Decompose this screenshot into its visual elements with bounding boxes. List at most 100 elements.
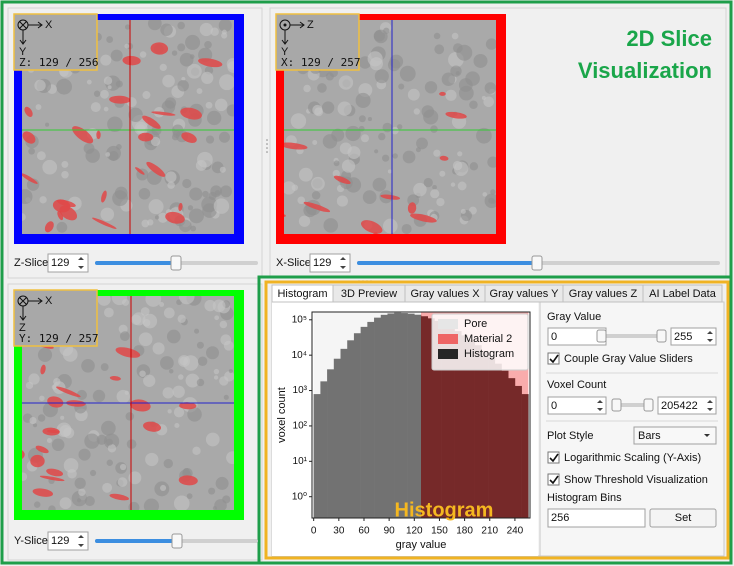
texture — [482, 192, 488, 197]
texture — [333, 160, 340, 167]
histogram-bar — [508, 378, 516, 518]
slider-handle[interactable] — [596, 329, 607, 343]
texture — [214, 315, 220, 321]
texture — [106, 36, 114, 43]
texture — [28, 373, 40, 385]
material-region — [109, 376, 121, 381]
slider-handle[interactable] — [656, 329, 667, 343]
texture — [441, 72, 456, 87]
spin-box[interactable] — [47, 531, 89, 551]
spin-box[interactable] — [309, 253, 351, 273]
spin-box[interactable] — [547, 396, 607, 415]
spin-value: 129 — [51, 257, 69, 269]
texture — [303, 84, 311, 93]
texture — [177, 21, 185, 30]
histogram-bar — [434, 320, 442, 518]
axis-arrow — [290, 21, 305, 29]
texture — [42, 159, 58, 175]
texture — [167, 181, 175, 189]
slice-label: Z-Slice — [14, 257, 48, 269]
texture — [205, 432, 220, 447]
texture — [455, 71, 460, 76]
axis-label: Y — [19, 46, 27, 58]
texture — [196, 341, 204, 349]
slider-handle[interactable] — [170, 255, 182, 271]
texture — [182, 178, 192, 189]
spin-box[interactable] — [657, 396, 717, 415]
texture — [421, 105, 435, 118]
button[interactable] — [649, 508, 717, 528]
texture — [33, 501, 41, 508]
checkbox[interactable] — [547, 352, 560, 365]
texture — [345, 125, 361, 142]
tab[interactable] — [642, 284, 723, 303]
texture — [178, 355, 190, 367]
histogram-bar — [374, 317, 382, 518]
texture — [413, 182, 427, 197]
spin-arrows — [597, 400, 603, 411]
texture — [433, 149, 441, 157]
texture — [317, 83, 327, 93]
text-input[interactable] — [547, 508, 646, 528]
texture — [367, 117, 372, 122]
texture — [460, 208, 466, 214]
material-region — [165, 211, 185, 224]
texture — [226, 451, 234, 465]
texture — [100, 363, 109, 372]
texture — [138, 187, 151, 200]
texture — [78, 448, 91, 461]
texture — [374, 29, 388, 44]
texture — [321, 101, 335, 114]
slider-handle[interactable] — [531, 255, 543, 271]
texture — [199, 22, 213, 37]
texture — [187, 205, 194, 211]
material-region — [115, 347, 141, 358]
texture — [185, 34, 201, 50]
texture — [157, 212, 168, 223]
texture — [85, 148, 100, 163]
texture — [218, 20, 232, 32]
texture — [142, 319, 151, 327]
material-region — [22, 173, 38, 184]
histogram-bar — [441, 323, 449, 518]
texture — [121, 298, 130, 306]
texture — [197, 151, 213, 168]
slider-handle[interactable] — [171, 533, 183, 549]
texture — [451, 32, 459, 40]
material-region — [138, 132, 154, 142]
histogram-bar — [427, 318, 435, 518]
texture — [100, 89, 109, 99]
texture — [398, 83, 405, 90]
texture — [62, 347, 78, 362]
texture — [387, 169, 392, 174]
texture — [86, 79, 92, 85]
texture — [168, 369, 174, 374]
slider-handle[interactable] — [643, 398, 654, 412]
texture — [182, 468, 190, 475]
axis-label: X — [45, 295, 53, 307]
x-tick-label: 90 — [384, 526, 396, 537]
legend-label: Material 2 — [464, 333, 512, 345]
threshold-region — [313, 312, 421, 518]
material-region — [96, 130, 101, 140]
checkbox[interactable] — [547, 451, 560, 464]
texture — [284, 181, 296, 195]
texture — [214, 98, 228, 112]
texture — [323, 218, 339, 233]
texture — [450, 65, 462, 77]
histogram-bar — [414, 314, 422, 518]
texture — [106, 459, 113, 466]
material-region — [46, 468, 64, 477]
texture — [374, 69, 389, 84]
slider-handle[interactable] — [611, 398, 622, 412]
spin-value: 129 — [313, 257, 331, 269]
x-tick-label: 240 — [507, 526, 524, 537]
texture — [298, 215, 311, 227]
spin-box[interactable] — [47, 253, 89, 273]
checkbox[interactable] — [547, 473, 560, 486]
spin-box[interactable] — [670, 327, 717, 346]
material-region — [22, 131, 36, 144]
combo-box[interactable] — [633, 426, 717, 445]
texture — [143, 374, 156, 387]
